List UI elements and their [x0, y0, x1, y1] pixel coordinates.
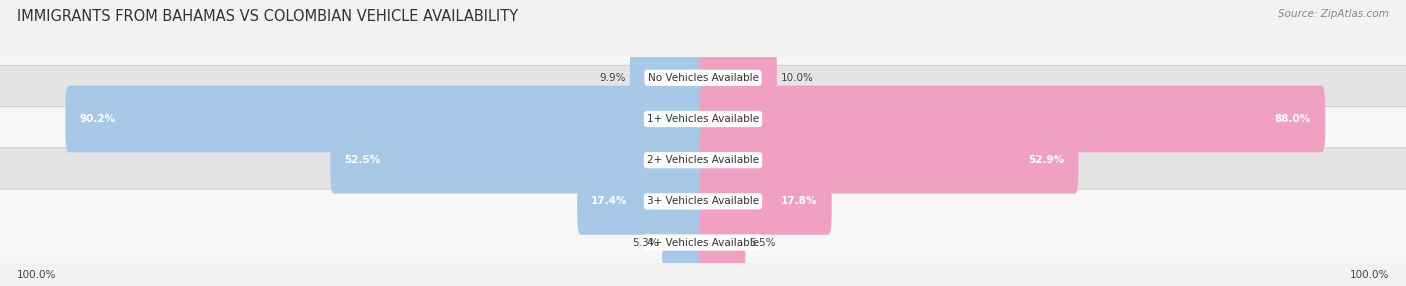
- Text: 5.5%: 5.5%: [749, 238, 775, 247]
- Text: 9.9%: 9.9%: [600, 73, 627, 83]
- Text: 52.9%: 52.9%: [1028, 155, 1064, 165]
- FancyBboxPatch shape: [630, 44, 707, 111]
- FancyBboxPatch shape: [330, 127, 707, 194]
- FancyBboxPatch shape: [578, 168, 707, 235]
- Text: 17.8%: 17.8%: [782, 196, 818, 206]
- Text: 1+ Vehicles Available: 1+ Vehicles Available: [647, 114, 759, 124]
- Text: 5.3%: 5.3%: [633, 238, 658, 247]
- FancyBboxPatch shape: [700, 44, 778, 111]
- FancyBboxPatch shape: [0, 24, 1406, 131]
- Text: 3+ Vehicles Available: 3+ Vehicles Available: [647, 196, 759, 206]
- Text: Source: ZipAtlas.com: Source: ZipAtlas.com: [1278, 9, 1389, 19]
- Text: No Vehicles Available: No Vehicles Available: [648, 73, 758, 83]
- FancyBboxPatch shape: [662, 209, 707, 276]
- FancyBboxPatch shape: [0, 65, 1406, 172]
- FancyBboxPatch shape: [700, 168, 832, 235]
- Text: 10.0%: 10.0%: [780, 73, 813, 83]
- FancyBboxPatch shape: [0, 107, 1406, 214]
- FancyBboxPatch shape: [65, 86, 707, 152]
- FancyBboxPatch shape: [0, 148, 1406, 255]
- FancyBboxPatch shape: [700, 86, 1324, 152]
- Text: 2+ Vehicles Available: 2+ Vehicles Available: [647, 155, 759, 165]
- FancyBboxPatch shape: [700, 127, 1078, 194]
- Text: 100.0%: 100.0%: [17, 270, 56, 279]
- Text: 90.2%: 90.2%: [79, 114, 115, 124]
- FancyBboxPatch shape: [700, 209, 745, 276]
- Text: 4+ Vehicles Available: 4+ Vehicles Available: [647, 238, 759, 247]
- Text: 17.4%: 17.4%: [591, 196, 627, 206]
- Text: 100.0%: 100.0%: [1350, 270, 1389, 279]
- Text: 88.0%: 88.0%: [1275, 114, 1312, 124]
- Text: IMMIGRANTS FROM BAHAMAS VS COLOMBIAN VEHICLE AVAILABILITY: IMMIGRANTS FROM BAHAMAS VS COLOMBIAN VEH…: [17, 9, 517, 23]
- Text: 52.5%: 52.5%: [344, 155, 381, 165]
- FancyBboxPatch shape: [0, 189, 1406, 286]
